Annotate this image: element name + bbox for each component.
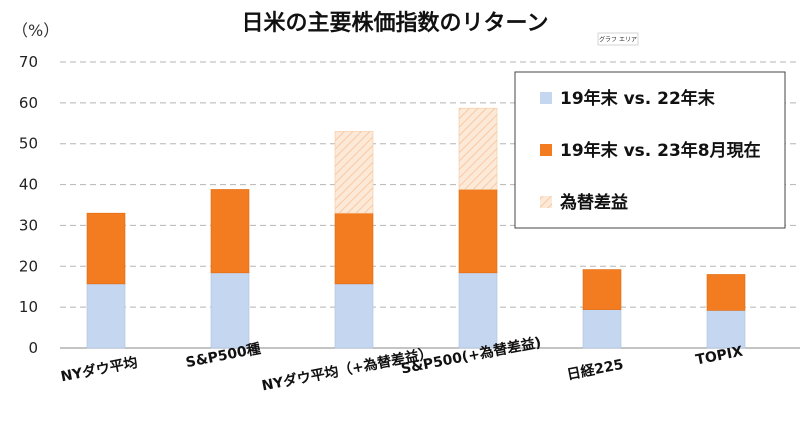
bar-segment bbox=[458, 189, 498, 274]
legend-swatch-series-2 bbox=[540, 144, 552, 156]
legend-swatch-series-3 bbox=[540, 196, 552, 208]
legend-swatch-series-1 bbox=[540, 92, 552, 104]
y-tick-label: 30 bbox=[19, 216, 38, 234]
x-tick-label: 日経225 bbox=[565, 356, 624, 384]
y-tick-label: 60 bbox=[19, 94, 38, 112]
y-axis: 0 10 20 30 40 50 60 70 bbox=[19, 53, 38, 357]
bars bbox=[86, 107, 746, 349]
chart-title: 日米の主要株価指数のリターン bbox=[242, 10, 549, 36]
bar-segment bbox=[706, 310, 746, 349]
bar-segment bbox=[86, 283, 126, 349]
bar-segment bbox=[582, 269, 622, 310]
y-axis-unit-label: （%） bbox=[12, 21, 59, 40]
y-tick-label: 70 bbox=[19, 53, 38, 71]
bar-segment bbox=[334, 283, 374, 349]
bar-segment bbox=[334, 131, 374, 214]
bar-segment bbox=[86, 212, 126, 285]
bar-segment bbox=[210, 189, 250, 274]
bar-segment bbox=[334, 212, 374, 285]
bar-segment bbox=[210, 272, 250, 349]
y-tick-label: 20 bbox=[19, 257, 38, 275]
y-tick-label: 0 bbox=[28, 339, 38, 357]
legend-label-series-2: 19年末 vs. 23年8月現在 bbox=[560, 140, 761, 161]
x-tick-label: NYダウ平均 bbox=[59, 354, 139, 386]
x-tick-label: TOPIX bbox=[694, 344, 744, 369]
tooltip-chart-area: グラフ エリア bbox=[597, 32, 639, 46]
gridlines bbox=[60, 61, 800, 349]
y-tick-label: 40 bbox=[19, 176, 38, 194]
legend-label-series-1: 19年末 vs. 22年末 bbox=[560, 88, 716, 109]
legend-label-series-3: 為替差益 bbox=[560, 192, 628, 213]
bar-segment bbox=[458, 107, 498, 190]
y-tick-label: 10 bbox=[19, 298, 38, 316]
bar-segment bbox=[706, 274, 746, 311]
bar-segment bbox=[458, 272, 498, 349]
y-tick-label: 50 bbox=[19, 135, 38, 153]
tooltip-text: グラフ エリア bbox=[599, 36, 637, 44]
legend: 19年末 vs. 22年末 19年末 vs. 23年8月現在 為替差益 bbox=[514, 71, 786, 229]
bar-segment bbox=[582, 309, 622, 349]
